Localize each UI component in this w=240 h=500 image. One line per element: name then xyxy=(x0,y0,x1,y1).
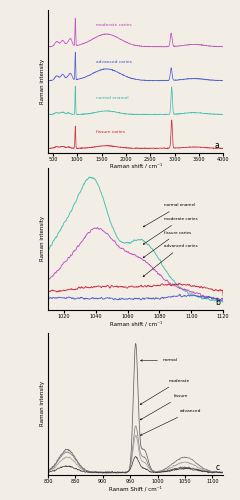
X-axis label: Raman shift / cm⁻¹: Raman shift / cm⁻¹ xyxy=(109,320,162,326)
Text: a: a xyxy=(215,140,220,149)
Text: normal enamel: normal enamel xyxy=(143,204,195,227)
Y-axis label: Raman intensity: Raman intensity xyxy=(40,216,45,262)
Y-axis label: Raman intensity: Raman intensity xyxy=(40,381,45,426)
X-axis label: Raman shift / cm⁻¹: Raman shift / cm⁻¹ xyxy=(109,163,162,168)
Text: advanced caries: advanced caries xyxy=(96,60,132,64)
Text: moderate: moderate xyxy=(140,379,190,404)
Y-axis label: Raman intensity: Raman intensity xyxy=(40,58,45,104)
Text: fissure caries: fissure caries xyxy=(143,230,191,258)
Text: advanced: advanced xyxy=(140,410,201,436)
Text: fissure: fissure xyxy=(140,394,188,420)
Text: moderate caries: moderate caries xyxy=(143,217,198,244)
Text: fissure caries: fissure caries xyxy=(96,130,125,134)
Text: normal enamel: normal enamel xyxy=(96,96,128,100)
Text: b: b xyxy=(215,298,220,307)
Text: c: c xyxy=(216,463,220,472)
Text: advanced caries: advanced caries xyxy=(143,244,198,276)
Text: normal: normal xyxy=(141,358,178,362)
X-axis label: Ranam Shift / cm⁻¹: Ranam Shift / cm⁻¹ xyxy=(109,486,162,491)
Text: moderate caries: moderate caries xyxy=(96,23,131,27)
